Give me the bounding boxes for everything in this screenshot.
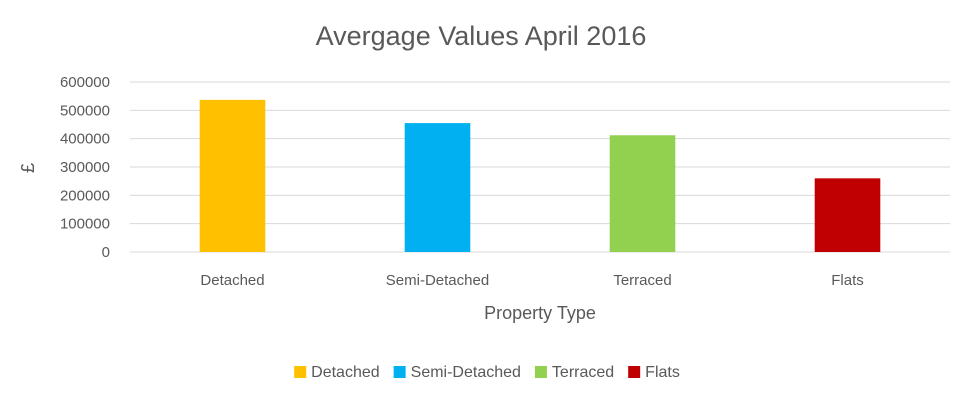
legend-swatch bbox=[628, 366, 641, 378]
bars bbox=[199, 99, 881, 252]
x-tick-label: Terraced bbox=[613, 272, 671, 289]
legend-label: Detached bbox=[311, 364, 380, 381]
y-tick-label: 100000 bbox=[60, 216, 110, 233]
legend-swatch bbox=[294, 366, 307, 378]
legend-swatch bbox=[534, 366, 547, 378]
chart-title: Avergage Values April 2016 bbox=[316, 21, 647, 51]
x-axis-ticks: Detached Semi-Detached Terraced Flats bbox=[200, 272, 863, 289]
x-axis-label: Property Type bbox=[484, 303, 596, 323]
gridlines bbox=[130, 81, 950, 253]
legend: Detached Semi-Detached Terraced Flats bbox=[294, 364, 680, 381]
x-tick-label: Flats bbox=[831, 272, 864, 289]
y-tick-label: 400000 bbox=[60, 131, 110, 148]
y-tick-label: 200000 bbox=[60, 187, 110, 204]
legend-label: Flats bbox=[645, 364, 680, 381]
legend-label: Semi-Detached bbox=[411, 364, 521, 381]
legend-swatch bbox=[393, 366, 406, 378]
y-axis-ticks: 0 100000 200000 300000 400000 500000 600000 bbox=[60, 74, 110, 261]
y-tick-label: 300000 bbox=[60, 159, 110, 176]
bar-semi-detached bbox=[404, 123, 471, 252]
y-tick-label: 0 bbox=[102, 244, 110, 261]
legend-label: Terraced bbox=[552, 364, 614, 381]
bar-terraced bbox=[609, 135, 676, 252]
y-tick-label: 500000 bbox=[60, 102, 110, 119]
x-tick-label: Semi-Detached bbox=[386, 272, 489, 289]
x-tick-label: Detached bbox=[200, 272, 264, 289]
y-tick-label: 600000 bbox=[60, 74, 110, 91]
bar-flats bbox=[814, 178, 881, 252]
y-axis-label: £ bbox=[18, 163, 38, 173]
bar-detached bbox=[199, 99, 266, 252]
